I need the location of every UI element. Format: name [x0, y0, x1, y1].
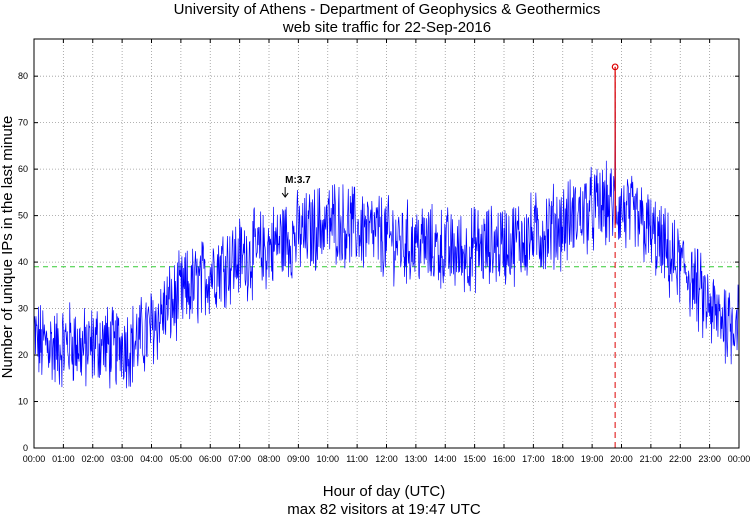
annotation-group: M:3.7 [281, 175, 311, 198]
x-tick-label: 00:00 [728, 454, 750, 464]
x-tick-label: 04:00 [140, 454, 163, 464]
y-tick-label: 0 [23, 443, 28, 453]
x-tick-label: 12:00 [375, 454, 398, 464]
x-tick-label: 03:00 [111, 454, 134, 464]
y-tick-label: 10 [18, 397, 28, 407]
axis-ticks: 00:00 01:00 02:00 03:00 04:00 05:00 06:00 07:00… [18, 39, 750, 464]
chart-title-line-1: University of Athens - Department of Geo… [174, 1, 601, 18]
y-tick-label: 80 [18, 71, 28, 81]
x-axis-label: Hour of day (UTC) [323, 483, 446, 500]
x-tick-label: 21:00 [640, 454, 663, 464]
x-tick-label: 10:00 [316, 454, 339, 464]
y-tick-label: 40 [18, 257, 28, 267]
y-tick-label: 70 [18, 118, 28, 128]
x-tick-label: 18:00 [551, 454, 574, 464]
x-tick-label: 07:00 [228, 454, 251, 464]
max-marker-group [611, 63, 619, 448]
x-tick-label: 19:00 [581, 454, 604, 464]
x-tick-label: 22:00 [669, 454, 692, 464]
x-tick-label: 00:00 [23, 454, 46, 464]
x-tick-label: 08:00 [258, 454, 281, 464]
chart-title-line-2: web site traffic for 22-Sep-2016 [282, 19, 491, 36]
x-tick-label: 15:00 [463, 454, 486, 464]
x-tick-label: 06:00 [199, 454, 222, 464]
annotation-arrow-head [281, 192, 289, 198]
y-tick-label: 30 [18, 304, 28, 314]
annotation-label: M:3.7 [285, 175, 311, 186]
x-tick-label: 13:00 [405, 454, 428, 464]
x-tick-label: 01:00 [52, 454, 75, 464]
x-tick-label: 05:00 [170, 454, 193, 464]
max-point [611, 63, 619, 71]
x-tick-label: 16:00 [493, 454, 516, 464]
y-tick-label: 20 [18, 350, 28, 360]
x-tick-label: 09:00 [287, 454, 310, 464]
y-tick-label: 60 [18, 164, 28, 174]
x-tick-label: 20:00 [610, 454, 633, 464]
max-visitors-footer: max 82 visitors at 19:47 UTC [287, 501, 481, 515]
x-tick-label: 23:00 [698, 454, 721, 464]
x-tick-label: 02:00 [81, 454, 104, 464]
y-axis-label: Number of unique IPs in the last minute [0, 116, 16, 379]
y-tick-label: 50 [18, 211, 28, 221]
x-tick-label: 11:00 [346, 454, 368, 464]
x-tick-label: 14:00 [434, 454, 457, 464]
x-tick-label: 17:00 [522, 454, 545, 464]
series-group [33, 66, 740, 389]
series-line [33, 66, 740, 389]
